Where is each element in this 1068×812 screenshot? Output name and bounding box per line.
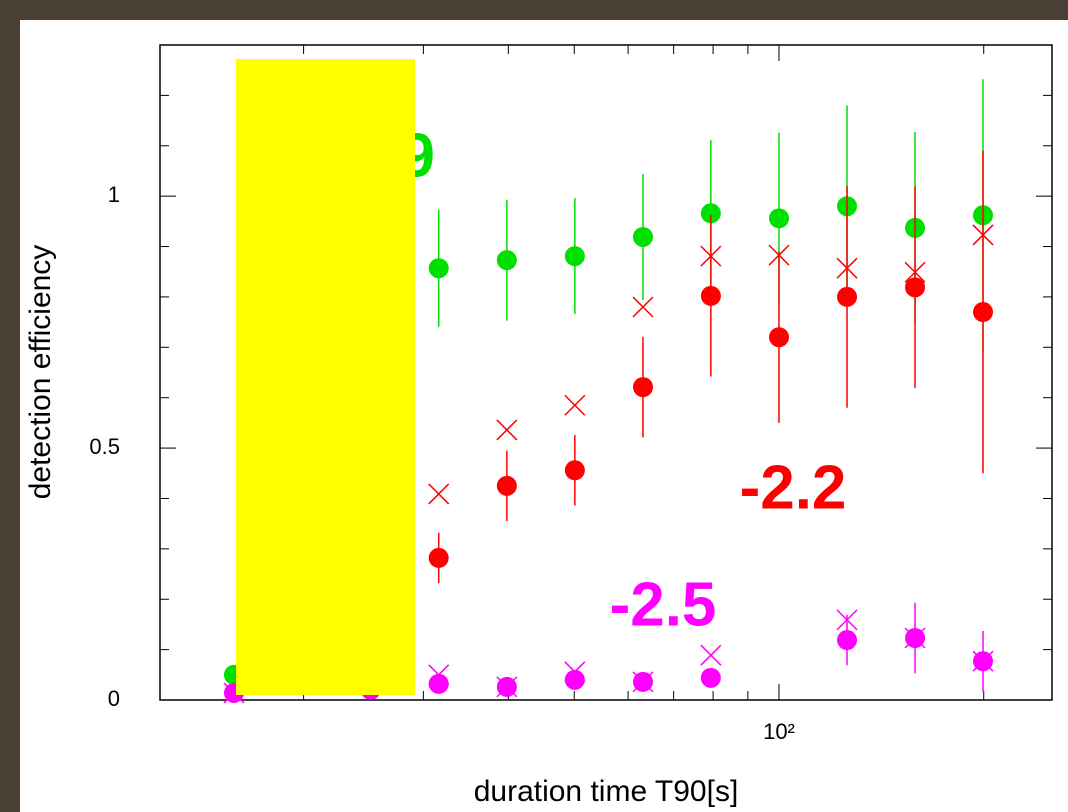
point: [700, 667, 721, 688]
plot-frame: [159, 44, 1053, 701]
point: [564, 460, 585, 481]
cross-point: [700, 245, 722, 267]
cross-point: [428, 483, 450, 505]
point: [837, 286, 858, 307]
y-axis-label: detection efficiency: [24, 245, 57, 500]
cross-point: [904, 261, 926, 283]
point: [905, 277, 926, 298]
point: [496, 250, 517, 271]
cross-point: [768, 244, 790, 266]
cross-point: [564, 394, 586, 416]
y-tick-label: 1: [108, 182, 120, 207]
cross-point: [632, 671, 654, 693]
y-tick-label: 0: [108, 686, 120, 711]
cross-point: [972, 224, 994, 246]
panel: [20, 20, 1068, 812]
cross-point: [496, 676, 518, 698]
cross-point: [904, 627, 926, 649]
annotation: -2.5: [610, 570, 717, 639]
point: [632, 377, 653, 398]
point: [768, 208, 789, 229]
point: [564, 246, 585, 267]
cross-point: [564, 661, 586, 683]
cross-point: [496, 419, 518, 441]
cross-point: [632, 296, 654, 318]
point: [428, 673, 449, 694]
point: [700, 285, 721, 306]
redaction-box: [236, 59, 415, 695]
point: [428, 258, 449, 279]
point: [496, 475, 517, 496]
point: [700, 203, 721, 224]
point: [972, 302, 993, 323]
point: [564, 669, 585, 690]
x-axis-label: duration time T90[s]: [474, 775, 739, 808]
cross-point: [972, 650, 994, 672]
point: [768, 327, 789, 348]
point: [837, 630, 858, 651]
cross-point: [428, 664, 450, 686]
y-tick-label: 0.5: [89, 434, 120, 459]
annotation: -2.2: [740, 453, 847, 522]
point: [632, 226, 653, 247]
cross-point: [836, 257, 858, 279]
cross-point: [836, 609, 858, 631]
point: [428, 547, 449, 568]
cross-point: [700, 644, 722, 666]
x-tick-label: 10²: [763, 719, 795, 744]
